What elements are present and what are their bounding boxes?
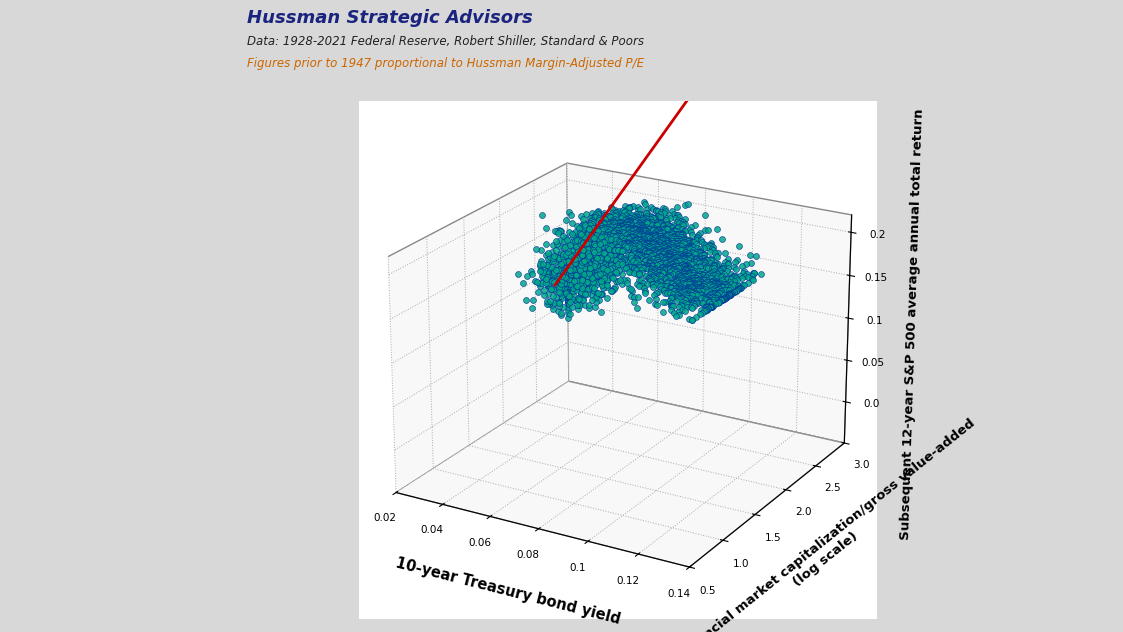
Text: Hussman Strategic Advisors: Hussman Strategic Advisors xyxy=(247,9,532,27)
X-axis label: 10-year Treasury bond yield: 10-year Treasury bond yield xyxy=(394,555,622,627)
Text: Figures prior to 1947 proportional to Hussman Margin-Adjusted P/E: Figures prior to 1947 proportional to Hu… xyxy=(247,57,645,70)
Text: Data: 1928-2021 Federal Reserve, Robert Shiller, Standard & Poors: Data: 1928-2021 Federal Reserve, Robert … xyxy=(247,35,645,48)
Y-axis label: Nonfinancial market capitalization/gross value-added
(log scale): Nonfinancial market capitalization/gross… xyxy=(656,416,986,632)
